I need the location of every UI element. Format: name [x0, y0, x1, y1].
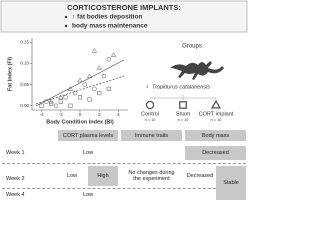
- bullet: [64, 24, 68, 28]
- cell: Low: [66, 173, 78, 179]
- legend-label: Sham: [176, 111, 191, 117]
- marker: [67, 86, 74, 91]
- marker: [106, 86, 111, 91]
- row-separator: [2, 188, 246, 189]
- marker: [91, 48, 98, 53]
- cell: Decreased: [186, 173, 214, 179]
- bullet-text: ↑ fat bodies deposition: [72, 14, 142, 21]
- fit-line: [35, 75, 125, 105]
- marker: [106, 56, 112, 62]
- lizard-icon: [170, 61, 224, 80]
- legend-marker: [179, 101, 187, 109]
- marker: [58, 94, 64, 100]
- marker: [53, 103, 59, 109]
- row-separator: [2, 163, 246, 164]
- cell: High: [88, 166, 118, 186]
- week-label: Week 1: [6, 150, 25, 156]
- marker: [82, 82, 88, 87]
- marker: [77, 77, 83, 83]
- cell: Low: [82, 191, 94, 198]
- cell: Stable: [216, 166, 246, 200]
- bullet: [64, 15, 68, 19]
- x-tick-label: 0: [79, 112, 82, 117]
- marker: [86, 73, 93, 78]
- species: Tropidurus catalanensis: [152, 84, 210, 90]
- marker: [110, 52, 117, 57]
- x-tick-label: 2: [98, 112, 101, 117]
- y-axis-label: Fat Index (FI): [7, 57, 13, 91]
- y-tick-label: 0.15: [20, 39, 29, 44]
- marker: [63, 95, 68, 100]
- legend-label: Control: [141, 111, 159, 117]
- marker: [48, 98, 54, 104]
- week-label: Week 2: [6, 176, 25, 182]
- graphical-abstract: CORTICOSTERONE IMPLANTS: ↑ fat bodies de…: [0, 0, 248, 200]
- marker: [92, 86, 97, 92]
- groups-title: Groups: [182, 44, 202, 50]
- sex-symbol: ♀: [145, 85, 150, 91]
- y-tick-label: 0.00: [20, 103, 29, 108]
- banner: [0, 0, 248, 33]
- marker: [58, 99, 63, 104]
- legend-n: n = 10: [211, 118, 222, 122]
- x-tick-label: -4: [40, 112, 44, 117]
- marker: [72, 90, 78, 96]
- marker: [96, 64, 102, 70]
- cell: No changes during the experiment: [128, 170, 175, 182]
- x-axis-label: Body Condition Index (BI): [46, 119, 114, 125]
- legend-n: n = 10: [145, 118, 156, 122]
- marker: [39, 103, 44, 108]
- marker: [77, 95, 83, 100]
- legend-marker: [145, 100, 155, 110]
- cell: Low: [82, 150, 94, 156]
- marker: [87, 97, 92, 102]
- marker: [44, 99, 49, 104]
- marker: [68, 103, 73, 108]
- column-header: Body mass: [185, 130, 246, 141]
- week-label: Week 4: [6, 191, 25, 198]
- bullet-text: body mass maintenance: [72, 23, 148, 30]
- marker: [49, 101, 54, 106]
- fit-line: [35, 59, 125, 107]
- x-tick-label: 4: [117, 112, 120, 117]
- marker: [101, 73, 107, 79]
- legend-marker: [210, 99, 222, 109]
- column-header: CORT plasma levels: [58, 130, 118, 141]
- marker: [97, 91, 102, 96]
- y-tick-label: 0.05: [20, 82, 29, 87]
- x-tick-label: -2: [59, 112, 63, 117]
- y-tick-label: 0.10: [20, 61, 29, 66]
- column-header: Immune traits: [121, 130, 182, 141]
- title: CORTICOSTERONE IMPLANTS:: [67, 3, 181, 12]
- legend-n: n = 10: [178, 118, 189, 122]
- legend-label: CORT implant: [199, 111, 234, 117]
- top-panel: CORTICOSTERONE IMPLANTS: ↑ fat bodies de…: [0, 0, 248, 125]
- cell: Decreased: [185, 146, 246, 160]
